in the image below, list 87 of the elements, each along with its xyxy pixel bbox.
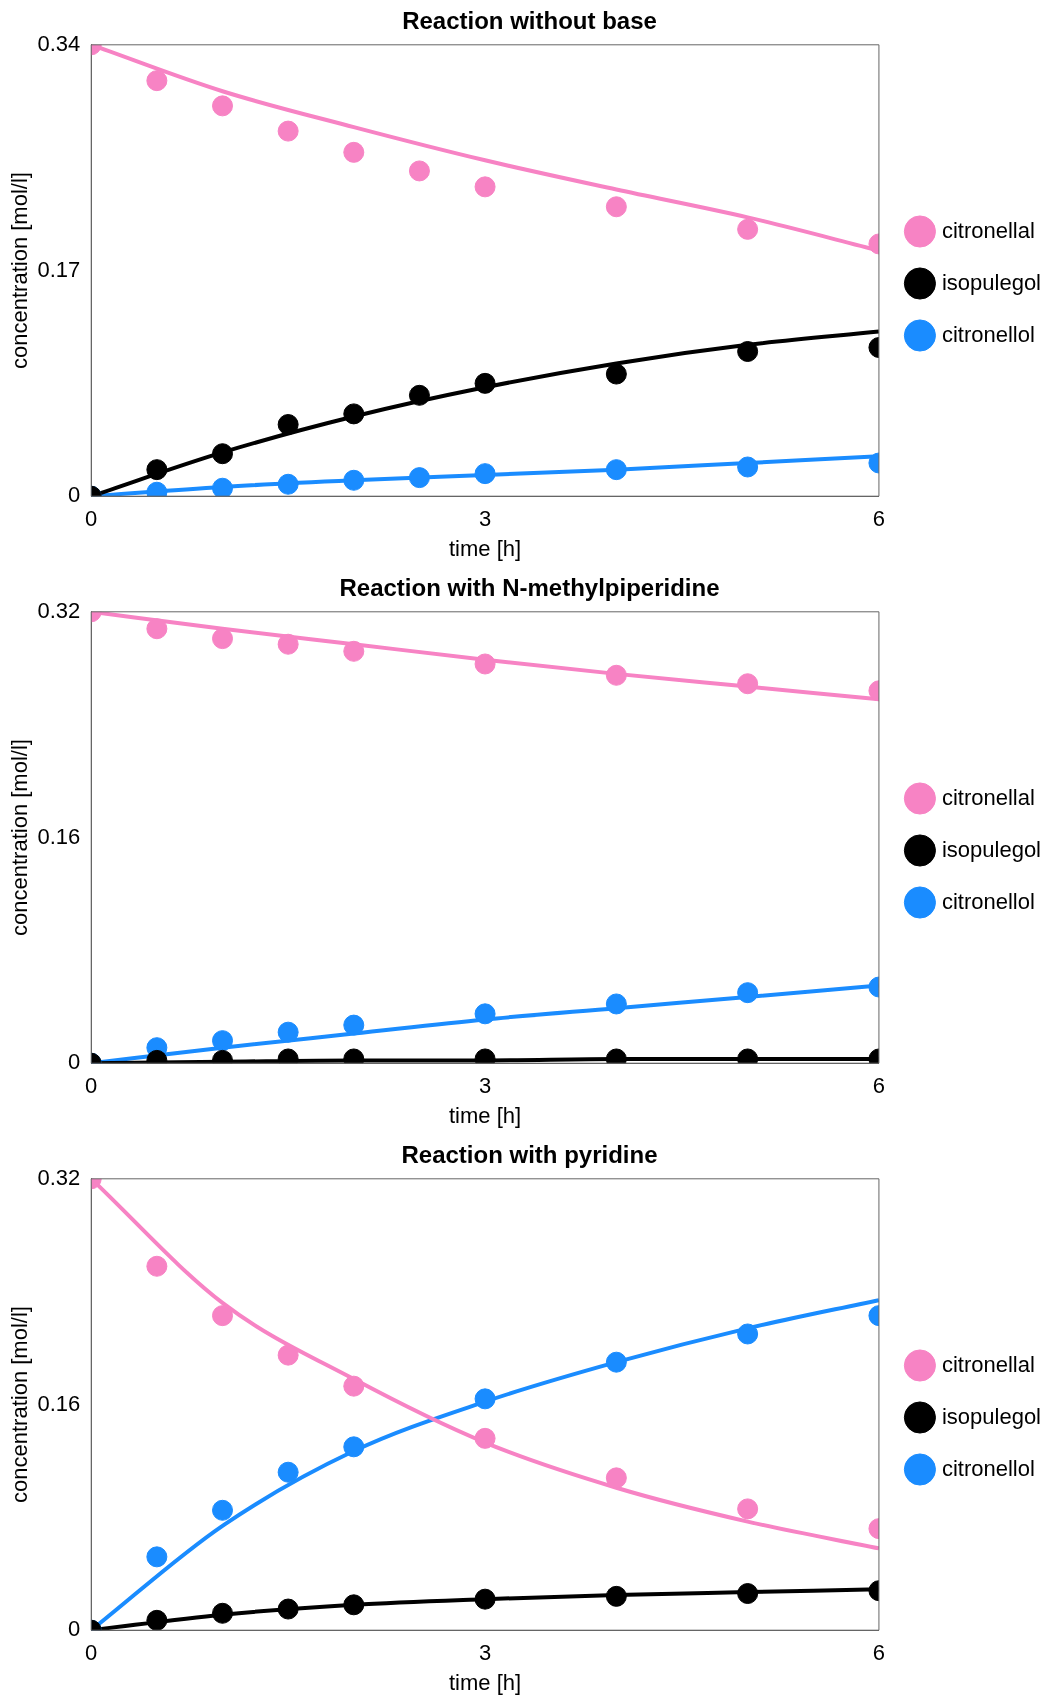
x-tick-label: 6	[872, 1640, 886, 1666]
y-axis-title: concentration [mol/l]	[7, 1306, 33, 1503]
legend-label: citronellol	[941, 321, 1035, 347]
point	[146, 1609, 168, 1631]
y-tick-label: 0	[67, 1049, 81, 1075]
point	[474, 653, 496, 675]
y-tick-label: 0.16	[37, 823, 81, 849]
point	[737, 1498, 759, 1520]
point	[212, 1499, 233, 1521]
point	[343, 469, 365, 491]
x-tick-label: 6	[872, 1073, 886, 1099]
y-axis-title: concentration [mol/l]	[7, 739, 33, 936]
point	[277, 120, 299, 142]
point	[408, 467, 430, 489]
y-axis-title: concentration [mol/l]	[7, 172, 33, 369]
chart-title: Reaction with pyridine	[401, 1141, 658, 1169]
point	[277, 473, 299, 495]
point	[474, 463, 496, 485]
point	[605, 1467, 627, 1489]
point	[605, 363, 627, 385]
x-axis-title: time [h]	[449, 1669, 522, 1695]
point	[408, 384, 430, 406]
point	[277, 1344, 299, 1366]
chart-title: Reaction with N-methylpiperidine	[339, 574, 720, 602]
point	[605, 459, 627, 481]
point	[343, 1594, 365, 1616]
point	[277, 414, 299, 436]
point	[737, 1323, 759, 1345]
point	[212, 443, 233, 465]
point	[146, 70, 168, 92]
point	[408, 160, 430, 182]
x-tick-label: 3	[478, 1073, 492, 1099]
legend-label: isopulegol	[941, 269, 1041, 295]
y-tick-label: 0	[67, 482, 81, 508]
x-axis-title: time [h]	[449, 535, 522, 561]
point	[343, 141, 365, 163]
point	[474, 176, 496, 198]
legend-label: citronellol	[941, 888, 1035, 914]
point	[212, 1305, 233, 1327]
point	[737, 1583, 759, 1605]
point	[277, 1598, 299, 1620]
y-tick-label: 0.17	[37, 256, 81, 282]
x-tick-label: 6	[872, 506, 886, 532]
point	[474, 372, 496, 394]
x-axis-title: time [h]	[449, 1102, 522, 1128]
x-tick-label: 0	[85, 1640, 98, 1666]
point	[212, 95, 233, 117]
y-tick-label: 0.32	[37, 597, 81, 623]
legend-label: citronellal	[941, 217, 1035, 243]
point	[212, 477, 233, 497]
point	[474, 1427, 496, 1449]
x-tick-label: 0	[85, 1073, 98, 1099]
point	[146, 459, 168, 481]
point	[343, 640, 365, 662]
x-tick-label: 3	[478, 506, 492, 532]
point	[212, 1602, 233, 1624]
point	[605, 1351, 627, 1373]
chart-title: Reaction without base	[402, 7, 657, 35]
point	[474, 1388, 496, 1410]
point	[474, 1588, 496, 1610]
point	[212, 628, 233, 650]
x-tick-label: 3	[478, 1640, 492, 1666]
point	[737, 456, 759, 478]
point	[343, 1375, 365, 1397]
legend-label: isopulegol	[941, 1403, 1041, 1429]
point	[737, 218, 759, 240]
point	[277, 633, 299, 655]
point	[343, 1436, 365, 1458]
legend-label: isopulegol	[941, 836, 1041, 862]
point	[277, 1461, 299, 1483]
point	[146, 1546, 168, 1568]
y-tick-label: 0.16	[37, 1390, 81, 1416]
point	[737, 673, 759, 695]
x-tick-label: 0	[85, 506, 98, 532]
point	[146, 1255, 168, 1277]
legend-label: citronellol	[941, 1455, 1035, 1481]
point	[605, 664, 627, 686]
point	[146, 618, 168, 640]
legend-label: citronellal	[941, 1351, 1035, 1377]
y-tick-label: 0.32	[37, 1164, 81, 1190]
point	[737, 340, 759, 362]
legend-label: citronellal	[941, 784, 1035, 810]
point	[605, 1585, 627, 1607]
y-tick-label: 0	[67, 1616, 81, 1642]
point	[343, 403, 365, 425]
point	[605, 196, 627, 218]
y-tick-label: 0.34	[37, 30, 81, 56]
